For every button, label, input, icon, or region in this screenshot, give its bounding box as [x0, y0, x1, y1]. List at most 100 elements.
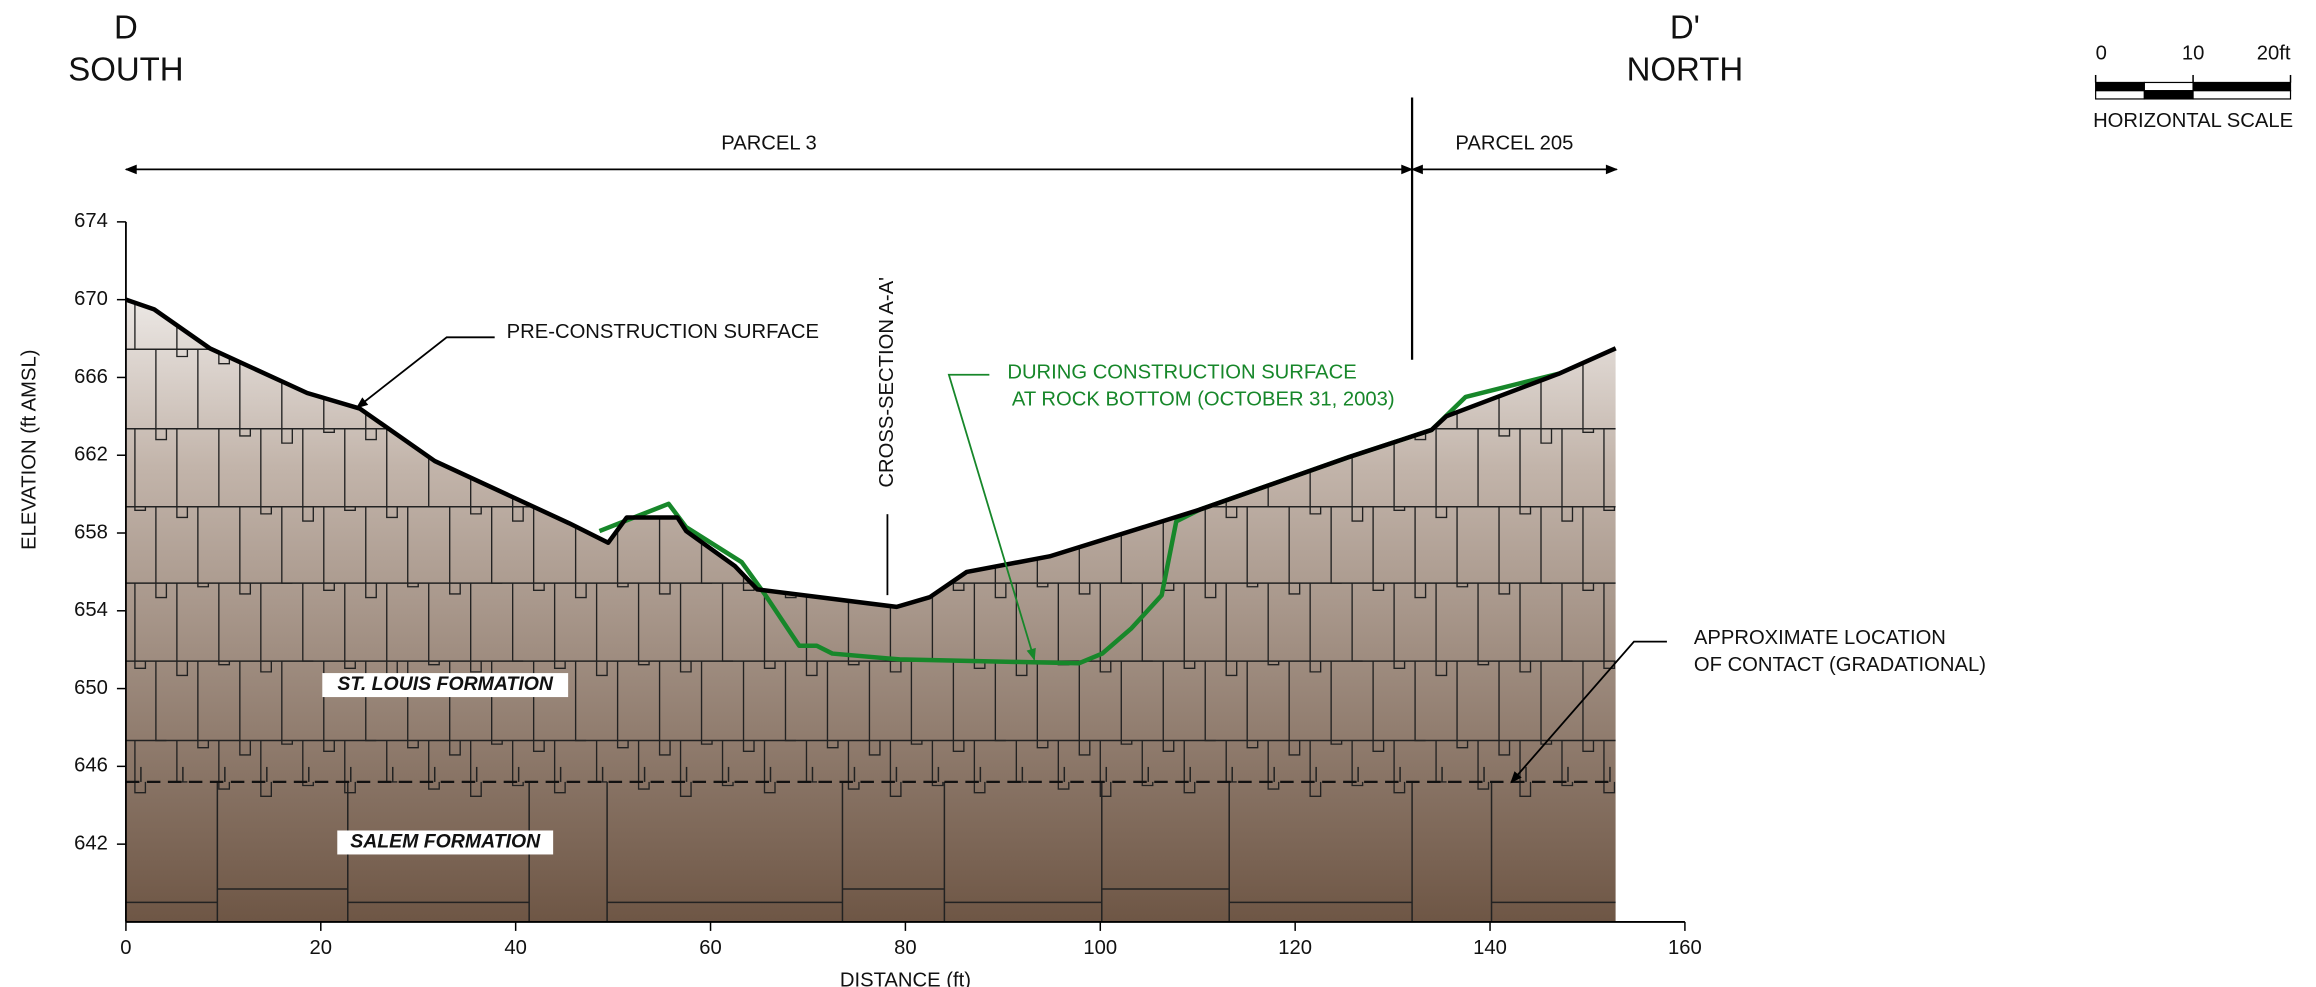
section-direction: NORTH: [1627, 51, 1744, 88]
rock-joint: [1015, 583, 1028, 677]
rock-joint: [1309, 299, 1322, 354]
x-axis-label: DISTANCE (ft): [840, 969, 971, 987]
y-tick-label: 642: [74, 832, 108, 854]
rock-joint: [491, 506, 503, 584]
rock-joint: [176, 428, 189, 519]
scale-tick-label: 20ft: [2257, 42, 2291, 64]
x-tick-label: 160: [1668, 937, 1702, 959]
rock-joint: [763, 583, 776, 669]
rock-joint: [616, 506, 629, 588]
rock-joint: [931, 740, 944, 787]
rock-joint: [1519, 299, 1532, 354]
rock-joint: [218, 428, 230, 508]
rock-joint: [805, 299, 818, 358]
rock-joint: [532, 661, 545, 753]
rock-joint: [386, 299, 398, 358]
rock-joint: [658, 349, 671, 437]
rock-joint: [763, 740, 776, 794]
rock-joint: [323, 506, 335, 592]
rock-joint: [1477, 740, 1490, 790]
rock-joint: [1246, 506, 1259, 588]
annotation: AT ROCK BOTTOM (OCTOBER 31, 2003): [1012, 389, 1395, 411]
rock-joint: [868, 661, 881, 756]
x-tick-label: 20: [310, 937, 333, 959]
rock-joint: [260, 299, 272, 354]
rock-joint: [1120, 661, 1133, 745]
rock-joint: [784, 661, 796, 742]
rock-joint: [344, 583, 356, 669]
rock-joint: [511, 583, 524, 662]
rock-joint: [1393, 428, 1406, 511]
rock-joint: [1561, 740, 1574, 787]
rock-layer: [125, 299, 1616, 922]
rock-joint: [1351, 428, 1364, 522]
rock-joint: [1561, 428, 1574, 522]
rock-joint: [155, 349, 168, 441]
rock-joint: [721, 428, 734, 522]
rock-joint: [1309, 583, 1322, 673]
rock-joint: [511, 299, 524, 361]
rock-joint: [1603, 299, 1615, 350]
rock-joint: [1393, 583, 1406, 669]
label-box: [322, 673, 569, 698]
parcel-label: PARCEL 205: [1455, 132, 1573, 154]
rock-joint: [323, 661, 335, 753]
rock-joint: [218, 740, 231, 790]
y-tick-label: 674: [74, 210, 108, 232]
rock-joint: [218, 583, 231, 666]
rock-joint: [1162, 506, 1175, 592]
rock-joint: [847, 583, 860, 666]
rock-fill: [125, 299, 1616, 922]
rock-joint: [1141, 428, 1154, 522]
y-tick-label: 654: [74, 599, 108, 621]
rock-joint: [1183, 583, 1196, 669]
rock-joint: [637, 583, 650, 666]
rock-joint: [1414, 506, 1427, 599]
rock-joint: [553, 740, 566, 794]
rock-joint: [1267, 583, 1280, 666]
rock-joint: [134, 740, 147, 794]
y-tick-label: 658: [74, 521, 108, 543]
formation-label: SALEM FORMATION: [350, 831, 541, 853]
rock-joint: [1540, 661, 1553, 745]
x-tick-label: 120: [1278, 937, 1312, 959]
y-tick-label: 662: [74, 444, 108, 466]
rock-joint: [763, 428, 776, 511]
section-letter: D: [114, 9, 138, 46]
rock-joint: [281, 349, 293, 444]
x-tick-label: 60: [699, 937, 721, 959]
rock-joint: [742, 349, 755, 434]
rock-joint: [449, 661, 461, 756]
rock-joint: [1582, 661, 1595, 753]
y-tick-label: 666: [74, 366, 108, 388]
rock-joint: [721, 299, 734, 361]
rock-joint: [1372, 661, 1385, 753]
rock-joint: [532, 506, 545, 592]
rock-joint: [994, 661, 1006, 742]
rock-joint: [239, 506, 252, 595]
rock-joint: [134, 583, 147, 669]
rock-joint: [553, 428, 566, 511]
rock-joint: [281, 661, 293, 745]
rock-joint: [910, 506, 922, 584]
rock-joint: [910, 661, 923, 745]
rock-joint: [1099, 740, 1112, 797]
rock-joint: [1393, 299, 1405, 350]
rock-joint: [1183, 428, 1196, 511]
rock-joint: [1477, 428, 1489, 508]
rock-joint: [491, 661, 503, 745]
plot: PARCEL 3 PARCEL 205 642 646 650 654 658 662 666 6…: [74, 97, 1702, 959]
rock-joint: [260, 583, 272, 673]
rock-joint: [491, 349, 503, 444]
rock-joint: [344, 740, 356, 794]
rock-joint: [973, 299, 985, 350]
rock-joint: [1267, 740, 1280, 790]
rock-joint: [1540, 349, 1553, 444]
rock-joint: [302, 740, 314, 787]
scale-bar: 0 10 20ft: [2094, 42, 2292, 100]
leader: [355, 336, 495, 409]
rock-joint: [1498, 506, 1511, 595]
scale-segment: [2192, 90, 2292, 100]
rock-joint: [574, 506, 587, 599]
rock-joint: [470, 740, 482, 797]
